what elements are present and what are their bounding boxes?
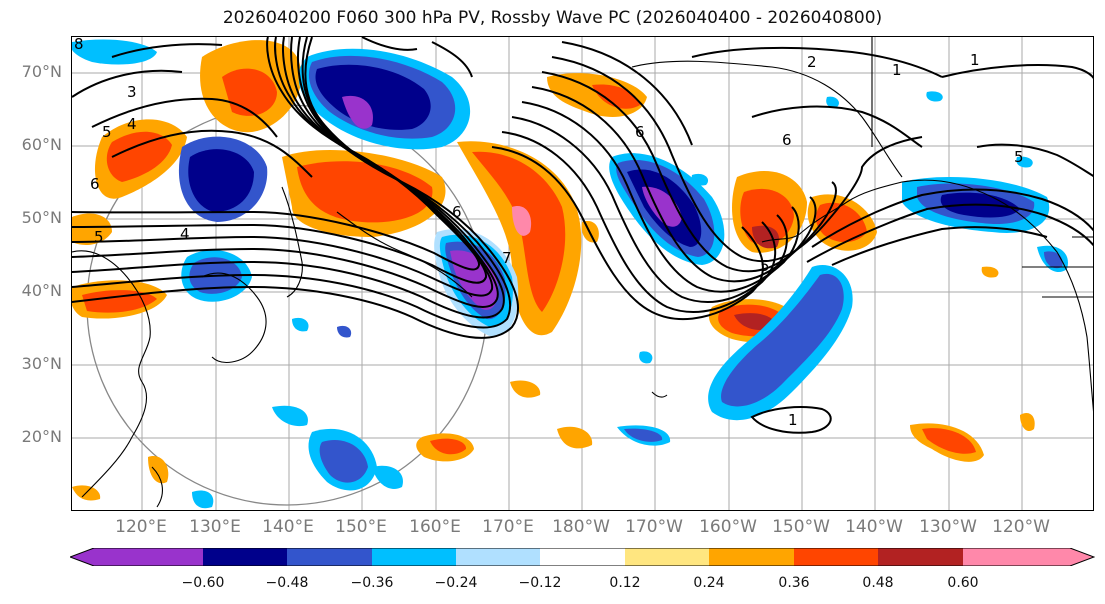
contour-labels: 1 1 2 3 4 4 5 5 5 5 6 6 6 6 7 8 1 (74, 37, 1024, 429)
contour-label: 1 (892, 61, 902, 79)
negative-anomaly-fill (72, 39, 1068, 509)
lat-label-30n: 30°N (21, 354, 62, 373)
lon-label-140w: 140°W (845, 517, 903, 537)
colorbar-segment (287, 548, 372, 566)
colorbar-segment (456, 548, 540, 566)
contour-label: 6 (635, 123, 645, 141)
lon-label-130e: 130°E (189, 517, 241, 537)
contour-label: 8 (74, 37, 84, 53)
rossby-wave-contours (72, 37, 1093, 434)
contour-label: 4 (127, 115, 137, 133)
colorbar-outline (70, 548, 1095, 566)
colorbar-segment (963, 548, 1094, 566)
contour-label: 6 (782, 131, 792, 149)
lon-label-160e: 160°E (409, 517, 461, 537)
colorbar-tick: −0.24 (434, 575, 478, 591)
lon-label-170e: 170°E (482, 517, 534, 537)
lat-label-20n: 20°N (21, 427, 62, 446)
colorbar-tick: −0.36 (350, 575, 394, 591)
contour-label: 6 (90, 175, 100, 193)
colorbar-tick: −0.12 (518, 575, 562, 591)
contour-label: 1 (788, 411, 798, 429)
contour-label: 5 (760, 257, 770, 275)
lon-label-180w: 180°W (552, 517, 610, 537)
colorbar-tick: −0.48 (265, 575, 309, 591)
contour-label: 7 (502, 249, 512, 267)
lat-label-60n: 60°N (21, 135, 62, 154)
colorbar-tick: 0.12 (609, 575, 641, 591)
colorbar (70, 548, 1095, 566)
lon-label-160w: 160°W (699, 517, 757, 537)
colorbar-tick: 0.24 (693, 575, 725, 591)
colorbar-segment (372, 548, 456, 566)
map-title: 2026040200 F060 300 hPa PV, Rossby Wave … (222, 8, 883, 28)
colorbar-tick: 0.48 (862, 575, 894, 591)
colorbar-segment (625, 548, 709, 566)
lat-label-40n: 40°N (21, 281, 62, 300)
colorbar-segment (878, 548, 963, 566)
map-panel[interactable]: 1 1 2 3 4 4 5 5 5 5 6 6 6 6 7 8 1 (71, 36, 1094, 511)
contour-label: 2 (807, 53, 817, 71)
contour-label: 6 (452, 203, 462, 221)
colorbar-segment (203, 548, 287, 566)
lat-label-50n: 50°N (21, 208, 62, 227)
lon-label-130w: 130°W (919, 517, 977, 537)
lon-label-120w: 120°W (992, 517, 1050, 537)
lon-label-140e: 140°E (262, 517, 314, 537)
colorbar-tick: −0.60 (181, 575, 225, 591)
colorbar-tick: 0.60 (947, 575, 979, 591)
colorbar-segment (709, 548, 794, 566)
lon-label-170w: 170°W (625, 517, 683, 537)
map-canvas: 1 1 2 3 4 4 5 5 5 5 6 6 6 6 7 8 1 (72, 37, 1093, 510)
contour-label: 5 (94, 228, 104, 246)
contour-label: 5 (102, 123, 112, 141)
colorbar-segment (70, 548, 203, 566)
lon-label-120e: 120°E (115, 517, 167, 537)
colorbar-tick: 0.36 (778, 575, 810, 591)
lon-label-150e: 150°E (335, 517, 387, 537)
contour-label: 5 (1014, 148, 1024, 166)
contour-label: 3 (127, 83, 137, 101)
contour-label: 4 (180, 225, 190, 243)
colorbar-segment (794, 548, 878, 566)
contour-label: 1 (970, 51, 980, 69)
lat-label-70n: 70°N (21, 62, 62, 81)
lon-label-150w: 150°W (772, 517, 830, 537)
colorbar-segment (540, 548, 625, 566)
